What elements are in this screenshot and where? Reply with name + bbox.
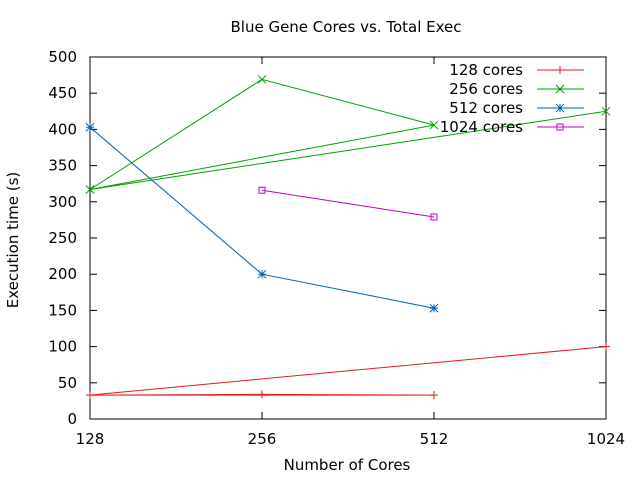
series-line	[261, 189, 435, 218]
marker-stroke	[555, 84, 565, 94]
y-tick-label: 0	[67, 410, 77, 428]
data-point-marker	[258, 186, 266, 194]
y-tick-label: 450	[48, 84, 77, 102]
marker-stroke	[555, 103, 565, 113]
y-tick-label: 250	[48, 229, 77, 247]
marker-stroke	[257, 75, 267, 84]
y-tick-label: 400	[48, 120, 77, 138]
y-tick-label: 150	[48, 301, 77, 319]
series-layer	[85, 75, 611, 400]
data-point-marker	[86, 391, 94, 400]
marker-stroke	[85, 185, 95, 194]
series-line	[89, 126, 435, 309]
data-point-marker	[257, 269, 267, 279]
y-tick-label: 50	[58, 374, 77, 392]
data-point-marker	[258, 390, 266, 399]
y-tick-label: 200	[48, 265, 77, 283]
x-tick-label: 1024	[587, 430, 625, 448]
plot-frame	[89, 56, 607, 420]
legend-label: 1024 cores	[440, 118, 523, 136]
y-tick-label: 350	[48, 157, 77, 175]
x-axis: 128 256 512 1024	[76, 57, 625, 448]
marker-stroke	[601, 106, 611, 116]
data-point-marker	[430, 391, 438, 400]
data-point-marker	[556, 66, 564, 74]
legend-label: 512 cores	[449, 99, 523, 117]
marker-stroke	[430, 213, 438, 221]
series-line	[89, 346, 607, 396]
data-point-marker	[257, 75, 267, 84]
marker-stroke	[429, 120, 439, 130]
y-tick-label: 100	[48, 338, 77, 356]
data-point-marker	[429, 120, 439, 130]
x-tick-label: 256	[248, 430, 277, 448]
y-tick-label: 500	[48, 48, 77, 66]
y-axis: 0 50 100 150 200 250 300 350 400 450 500	[48, 48, 606, 428]
legend-label: 128 cores	[449, 61, 523, 79]
y-tick-label: 300	[48, 193, 77, 211]
data-point-marker	[601, 106, 611, 116]
data-point-marker	[555, 103, 565, 113]
data-point-marker	[555, 84, 565, 94]
chart-title: Blue Gene Cores vs. Total Exec	[230, 18, 461, 36]
data-point-marker	[556, 123, 564, 131]
marker-stroke	[257, 269, 267, 279]
x-axis-label: Number of Cores	[284, 456, 411, 474]
series-line	[89, 78, 607, 190]
data-point-marker	[602, 342, 610, 351]
x-tick-label: 512	[420, 430, 449, 448]
marker-stroke	[556, 123, 564, 131]
data-point-marker	[430, 213, 438, 221]
marker-stroke	[429, 303, 439, 313]
legend-label: 256 cores	[449, 80, 523, 98]
x-tick-label: 128	[76, 430, 105, 448]
data-point-marker	[85, 122, 95, 132]
y-axis-label: Execution time (s)	[4, 172, 22, 309]
marker-stroke	[85, 122, 95, 132]
marker-stroke	[258, 186, 266, 194]
data-point-marker	[429, 303, 439, 313]
data-point-marker	[85, 185, 95, 194]
